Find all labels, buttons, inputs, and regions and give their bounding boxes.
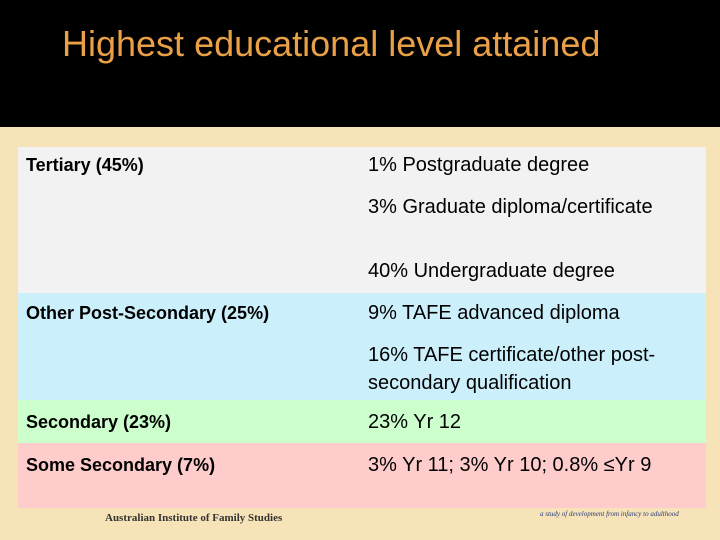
row-item: 40% Undergraduate degree <box>368 260 615 282</box>
table-row: Other Post-Secondary (25%) 9% TAFE advanc… <box>18 293 706 400</box>
row-label: Other Post-Secondary (25%) <box>26 303 270 323</box>
row-item: 23% Yr 12 <box>368 411 462 433</box>
table-row: Some Secondary (7%) 3% Yr 11; 3% Yr 10; 0… <box>18 443 706 508</box>
row-item: 9% TAFE advanced diploma <box>368 302 620 324</box>
row-item: 1% Postgraduate degree <box>368 154 590 176</box>
footer-logo-text: Australian Institute of Family Studies <box>105 512 283 524</box>
row-item: 3% Yr 11; 3% Yr 10; 0.8% ≤Yr 9 <box>368 454 652 476</box>
table-row: Tertiary (45%) 1% Postgraduate degree 3% G… <box>18 147 706 293</box>
row-label: Secondary (23%) <box>26 412 172 432</box>
row-item: 16% TAFE certificate/other post-secondar… <box>368 344 656 394</box>
row-item: 3% Graduate diploma/certificate <box>368 196 653 218</box>
header-band: Highest educational level attained <box>0 0 720 127</box>
row-label: Some Secondary (7%) <box>26 455 216 475</box>
footer-tagline: a study of development from infancy to a… <box>540 510 679 518</box>
title: Highest educational level attained <box>62 23 601 64</box>
table-row: Secondary (23%) 23% Yr 12 <box>18 400 706 443</box>
row-label: Tertiary (45%) <box>26 155 144 175</box>
